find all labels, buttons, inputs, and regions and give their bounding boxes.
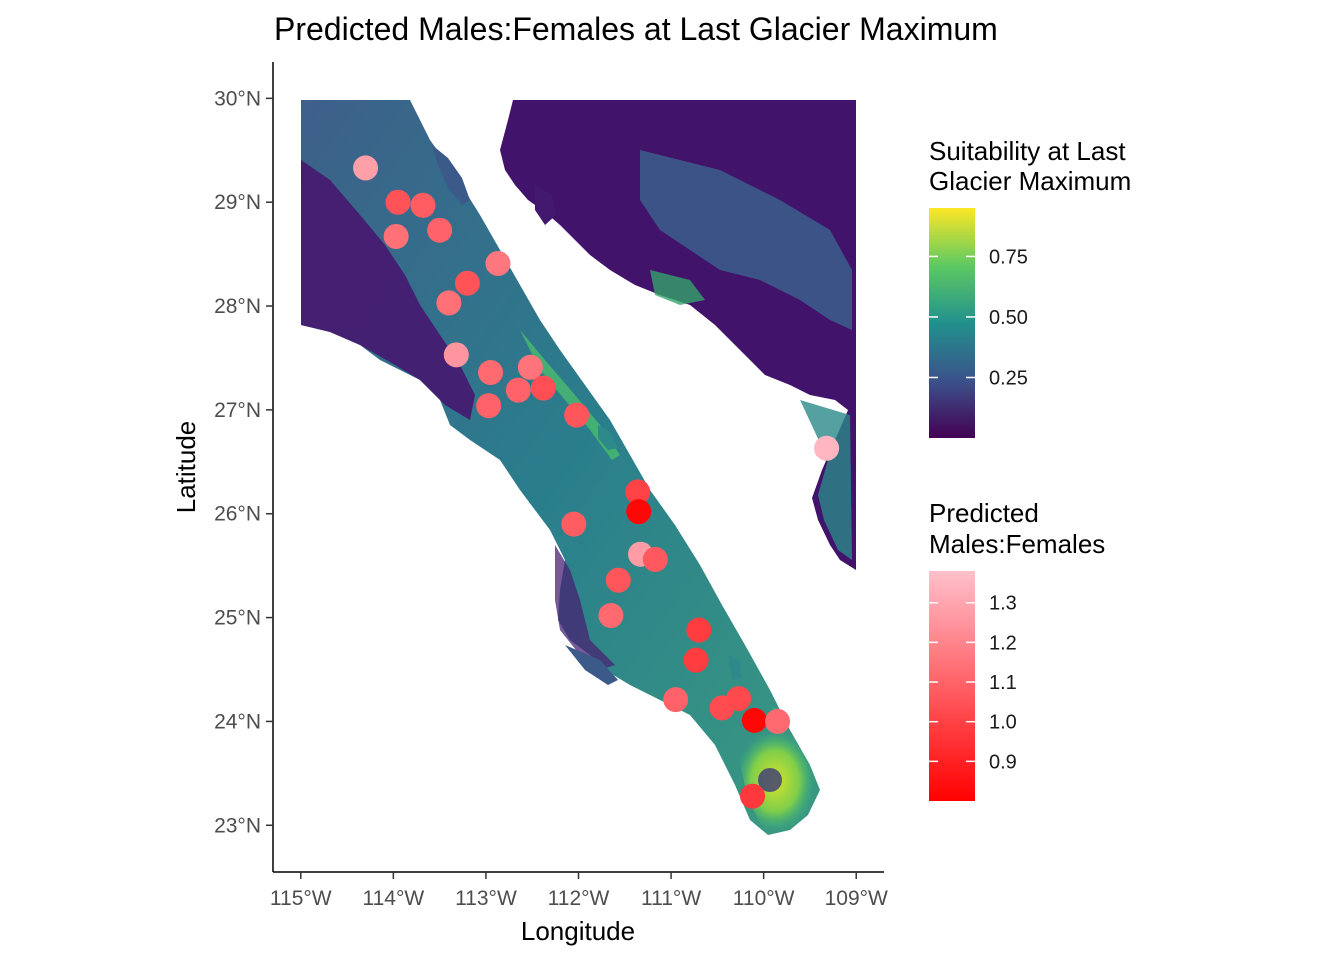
mainland-green-patch — [650, 270, 705, 305]
sample-point — [564, 402, 590, 428]
island-tiburon — [535, 185, 556, 225]
cape-mountain — [758, 768, 782, 792]
y-axis-title: Latitude — [171, 421, 201, 514]
ratio-legend-title-line1: Predicted — [929, 498, 1039, 528]
peninsula-lowlands-west — [301, 160, 475, 420]
sample-point — [385, 189, 411, 215]
ratio-legend-tick-label: 1.2 — [989, 632, 1017, 654]
sample-point — [686, 617, 712, 643]
suitability-legend-tick-label: 0.25 — [989, 367, 1028, 389]
suitability-legend-title-line1: Suitability at Last — [929, 136, 1126, 166]
axes: 115°W 114°W 113°W 112°W 111°W 110°W 109°W 23°N… — [214, 62, 888, 910]
sample-point — [436, 290, 462, 316]
y-tick-label: 26°N — [214, 503, 261, 526]
x-tick-label: 113°W — [455, 887, 517, 910]
y-tick-label: 27°N — [214, 399, 261, 422]
island-margarita — [565, 645, 618, 685]
island-carmen — [598, 425, 618, 450]
mainland-coast-strip — [800, 400, 852, 560]
sample-point — [410, 192, 436, 218]
suitability-legend-tick-label: 0.50 — [989, 307, 1028, 329]
sample-point — [478, 360, 504, 385]
ratio-colorbar — [929, 571, 975, 801]
suitability-legend-title-line2: Glacier Maximum — [929, 166, 1131, 196]
sample-point — [383, 223, 409, 249]
island-espiritu-santo — [728, 655, 742, 680]
y-ticks: 23°N 24°N 25°N 26°N 27°N 28°N 29°N 30°N — [214, 87, 273, 837]
ratio-legend-tick-label: 1.3 — [989, 593, 1017, 615]
x-tick-label: 114°W — [362, 887, 424, 910]
sample-point — [454, 270, 480, 296]
sample-point — [530, 375, 556, 401]
sample-point — [726, 686, 752, 712]
peninsula-lowlands-south — [555, 545, 615, 670]
mainland-highlands — [640, 150, 852, 330]
x-tick-label: 112°W — [548, 887, 610, 910]
x-tick-label: 111°W — [641, 887, 701, 910]
sample-point — [353, 155, 379, 181]
sample-point — [626, 499, 652, 525]
sample-point — [598, 603, 624, 628]
sample-point — [765, 708, 791, 734]
ratio-legend-tick-label: 1.1 — [989, 672, 1017, 694]
sample-point — [476, 393, 502, 419]
suitability-legend: Suitability at Last Glacier Maximum 0.25… — [929, 136, 1131, 438]
sample-point — [740, 783, 766, 809]
y-tick-label: 29°N — [214, 191, 261, 214]
y-tick-label: 30°N — [214, 87, 261, 110]
suitability-colorbar — [929, 208, 975, 438]
ratio-legend-tick-label: 1.0 — [989, 712, 1017, 734]
peninsula-east-coast-bright — [520, 330, 620, 460]
sample-point — [642, 546, 668, 572]
x-tick-label: 115°W — [270, 887, 332, 910]
sample-point — [427, 217, 453, 243]
sample-point — [605, 567, 631, 593]
x-tick-label: 109°W — [825, 887, 888, 910]
sample-point — [505, 377, 531, 403]
chart-title: Predicted Males:Females at Last Glacier … — [274, 11, 998, 47]
ratio-legend: Predicted Males:Females 0.9 1.0 1.1 1.2 1.3 — [929, 498, 1105, 801]
y-tick-label: 24°N — [214, 710, 261, 733]
x-ticks: 115°W 114°W 113°W 112°W 111°W 110°W 109°W — [270, 872, 888, 910]
suitability-legend-tick-label: 0.75 — [989, 246, 1028, 268]
suitability-legend-ticks: 0.25 0.50 0.75 — [929, 246, 1028, 389]
y-tick-label: 28°N — [214, 295, 261, 318]
x-tick-label: 110°W — [733, 887, 795, 910]
sample-points — [353, 155, 840, 809]
ratio-legend-title-line2: Males:Females — [929, 529, 1105, 559]
ratio-legend-tick-label: 0.9 — [989, 751, 1017, 773]
island-angel-de-la-guarda — [432, 145, 470, 205]
x-axis-title: Longitude — [521, 916, 635, 946]
sample-point — [443, 342, 469, 368]
sample-point — [485, 250, 511, 276]
ratio-legend-ticks: 0.9 1.0 1.1 1.2 1.3 — [929, 593, 1017, 773]
sample-point — [517, 354, 543, 380]
sample-point — [683, 647, 709, 673]
sample-point — [625, 479, 651, 505]
sample-point — [561, 511, 587, 537]
sample-point — [814, 435, 840, 461]
sample-point — [741, 707, 767, 733]
sample-point — [663, 687, 689, 713]
y-tick-label: 25°N — [214, 607, 261, 630]
y-tick-label: 23°N — [214, 814, 261, 837]
